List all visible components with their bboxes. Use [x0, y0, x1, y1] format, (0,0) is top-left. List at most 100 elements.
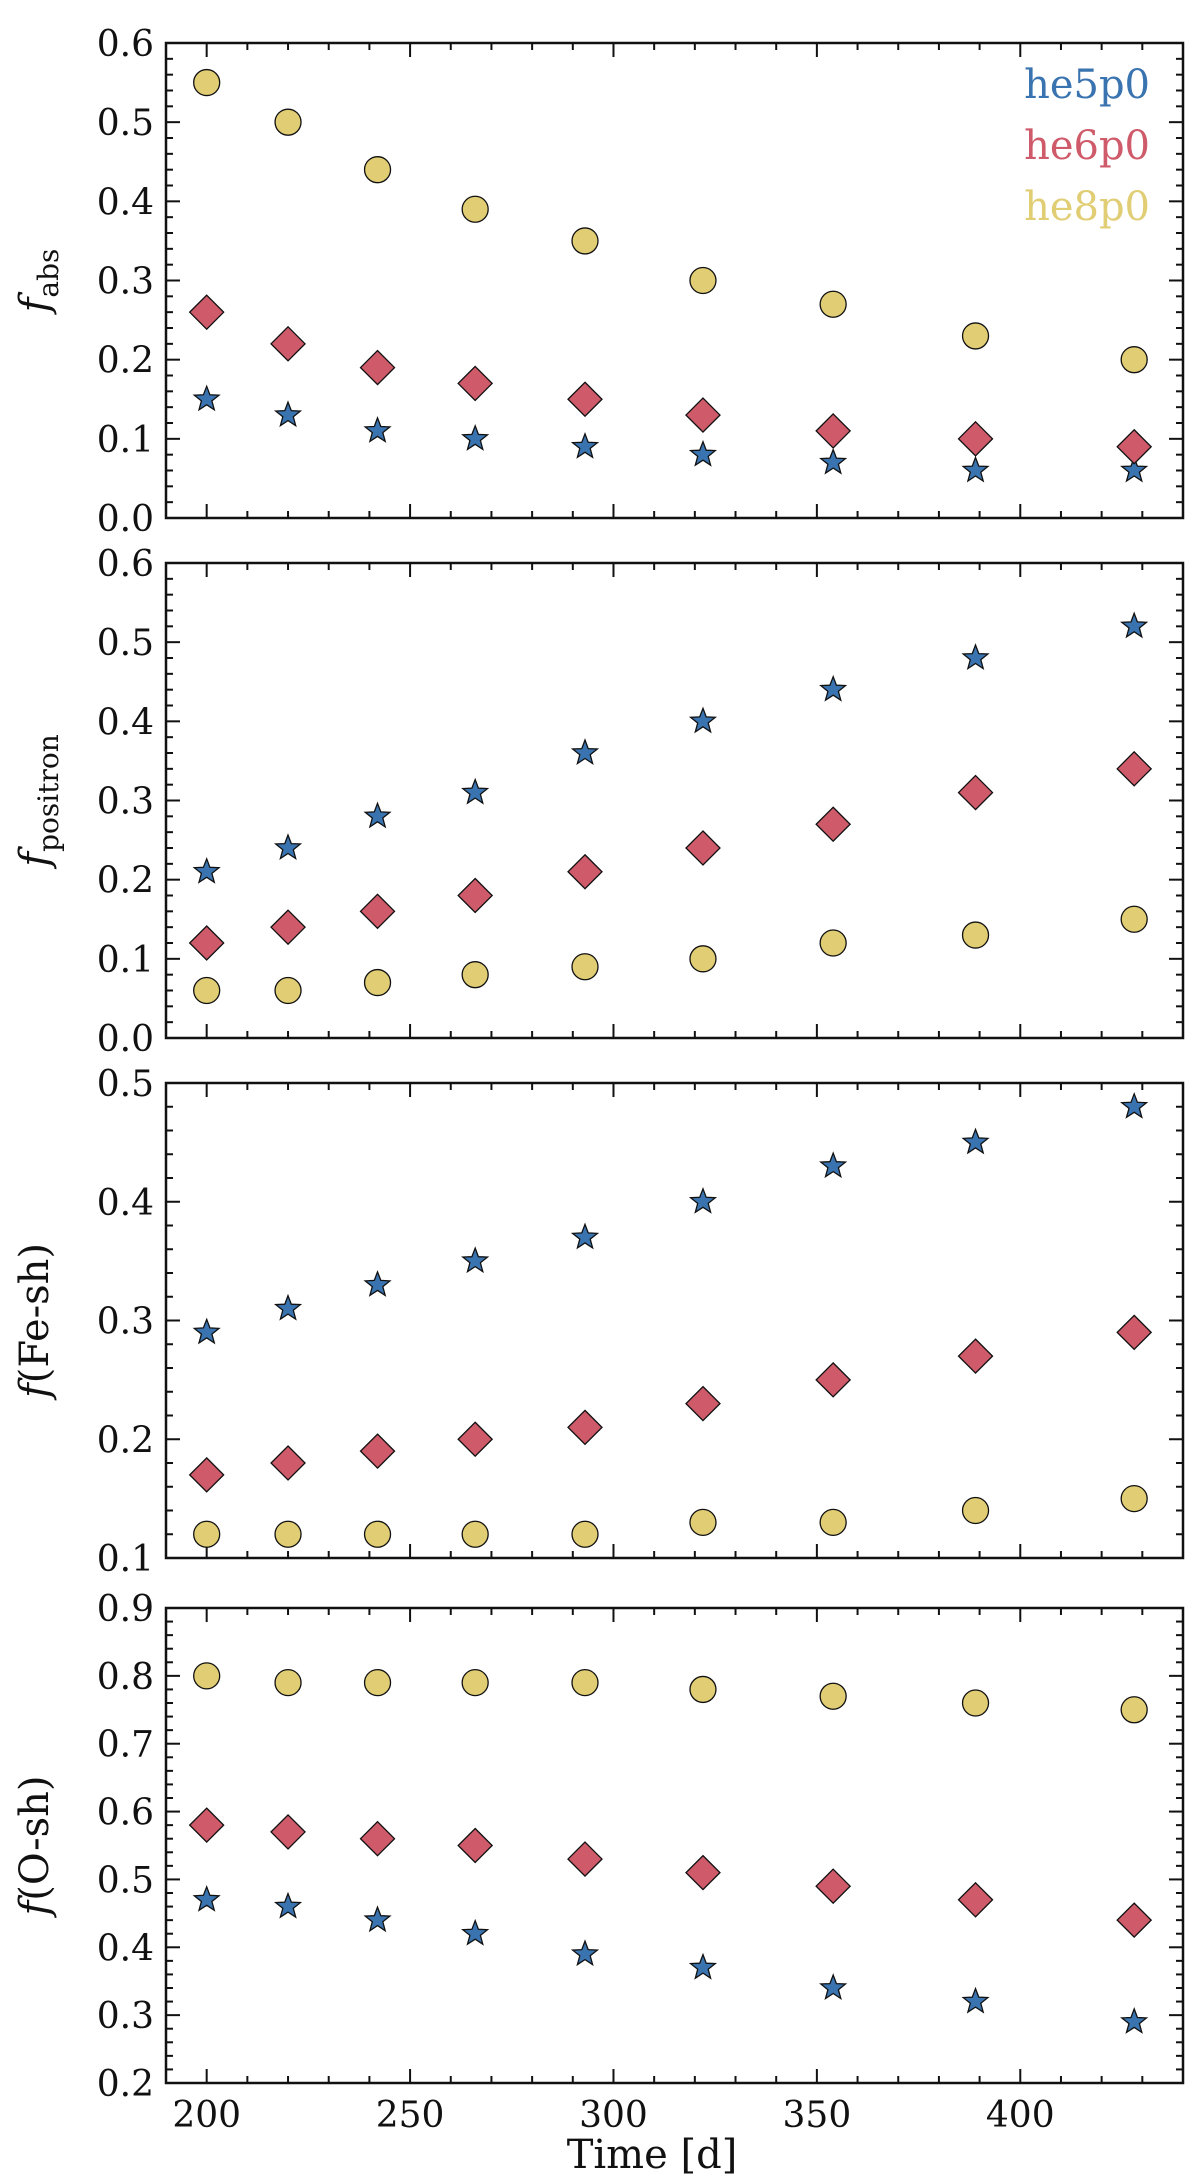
data-point-he8p0 — [193, 1520, 221, 1548]
data-point-he8p0 — [689, 1508, 717, 1537]
data-point-he5p0 — [961, 455, 990, 483]
x-tick-label: 400 — [986, 2095, 1055, 2136]
y-tick-label: 0.0 — [97, 1019, 154, 1060]
y-tick-label: 0.2 — [97, 1420, 154, 1461]
data-point-he8p0 — [193, 68, 221, 97]
data-point-he5p0 — [273, 833, 303, 860]
data-point-he5p0 — [688, 706, 718, 734]
plot-frame — [164, 41, 1185, 520]
legend-entry-he8p0: he8p0 — [1024, 184, 1150, 230]
y-tick-label: 0.2 — [97, 341, 154, 382]
y-tick-label: 0.2 — [97, 2064, 154, 2105]
data-point-he6p0 — [270, 325, 306, 362]
plot-frame — [164, 1606, 1185, 2085]
y-axis-label: fpositron — [12, 734, 65, 869]
data-point-he6p0 — [685, 830, 721, 866]
x-tick-label: 200 — [172, 2095, 241, 2136]
y-tick-label: 0.6 — [97, 1793, 154, 1834]
y-tick-label: 0.1 — [97, 420, 154, 461]
data-point-he8p0 — [1120, 1484, 1148, 1513]
data-point-he6p0 — [457, 1421, 494, 1458]
data-point-he6p0 — [457, 365, 494, 402]
data-point-he8p0 — [274, 976, 302, 1005]
series-he8p0 — [193, 1484, 1148, 1548]
data-point-he6p0 — [567, 381, 603, 418]
y-tick-label: 0.4 — [97, 1928, 154, 1969]
y-tick-label: 0.0 — [97, 499, 154, 540]
data-point-he5p0 — [363, 416, 392, 443]
y-axis-label-paren: (Fe-sh) — [12, 1243, 58, 1383]
y-tick-label: 0.5 — [97, 1064, 154, 1105]
y-tick-label: 0.6 — [97, 544, 154, 585]
data-point-he5p0 — [363, 801, 392, 829]
data-point-he8p0 — [193, 976, 221, 1005]
data-point-he8p0 — [819, 929, 847, 957]
data-point-he5p0 — [192, 1884, 221, 1912]
data-point-he8p0 — [571, 227, 599, 255]
panel-2: 0.0 0.1 0.2 0.3 0.4 0.5 0.6 fpositron — [12, 544, 1185, 1060]
data-point-he8p0 — [193, 1662, 221, 1690]
data-point-he6p0 — [685, 1385, 721, 1422]
series-he6p0 — [188, 1314, 1153, 1493]
data-point-he8p0 — [689, 1675, 717, 1704]
data-point-he6p0 — [567, 1409, 603, 1446]
data-point-he5p0 — [273, 400, 303, 428]
data-point-he8p0 — [819, 1682, 847, 1710]
y-tick-label: 0.1 — [97, 1539, 154, 1580]
y-tick-label: 0.1 — [97, 940, 154, 981]
data-point-he5p0 — [570, 738, 600, 765]
legend-entry-he6p0: he6p0 — [1024, 123, 1150, 169]
series-he8p0 — [193, 68, 1148, 374]
data-point-he5p0 — [819, 1973, 848, 2000]
data-point-he6p0 — [815, 1868, 852, 1905]
y-tick-label: 0.9 — [97, 1589, 154, 1630]
series-he8p0 — [193, 1662, 1148, 1724]
data-point-he5p0 — [819, 447, 848, 475]
data-point-he8p0 — [689, 266, 717, 295]
data-point-he8p0 — [274, 1668, 302, 1697]
data-point-he5p0 — [570, 431, 600, 459]
data-point-he6p0 — [1116, 428, 1153, 465]
data-point-he6p0 — [685, 1854, 721, 1891]
legend: he5p0 he6p0 he8p0 — [1024, 62, 1150, 230]
data-point-he8p0 — [571, 1520, 599, 1548]
data-point-he5p0 — [461, 1246, 490, 1274]
series-he5p0 — [192, 384, 1149, 483]
data-point-he6p0 — [457, 1827, 494, 1864]
x-tick-label: 250 — [376, 2095, 445, 2136]
data-point-he8p0 — [461, 1668, 489, 1697]
data-point-he8p0 — [819, 1508, 847, 1537]
data-point-he6p0 — [359, 1433, 396, 1470]
y-tick-label: 0.5 — [97, 103, 154, 144]
y-tick-label: 0.4 — [97, 702, 154, 743]
data-point-he8p0 — [1120, 905, 1148, 933]
data-point-he6p0 — [270, 1445, 306, 1481]
data-point-he5p0 — [273, 1891, 303, 1919]
data-point-he6p0 — [957, 774, 994, 811]
series-he6p0 — [188, 750, 1153, 961]
data-point-he8p0 — [461, 195, 489, 223]
data-point-he8p0 — [571, 953, 599, 981]
data-point-he8p0 — [961, 1689, 990, 1717]
y-tick-label: 0.4 — [97, 182, 154, 223]
y-tick-label: 0.3 — [97, 262, 154, 303]
y-tick-label: 0.3 — [97, 1302, 154, 1343]
y-tick-label: 0.8 — [97, 1657, 154, 1698]
data-point-he8p0 — [961, 1496, 990, 1525]
data-point-he5p0 — [363, 1905, 392, 1933]
x-tick-label: 350 — [783, 2095, 852, 2136]
data-point-he5p0 — [961, 1127, 990, 1155]
data-point-he5p0 — [461, 777, 490, 805]
panel-4: 200 250 300 350 400 0.2 0.3 0.4 0.5 0.6 0.7 0.8 0.9 f… — [12, 1589, 1185, 2136]
data-point-he6p0 — [1116, 1902, 1153, 1939]
plot-frame — [164, 1081, 1185, 1560]
data-point-he6p0 — [359, 1820, 396, 1857]
series-he8p0 — [193, 905, 1148, 1005]
y-axis-label: f(O-sh) — [12, 1775, 58, 1918]
data-point-he6p0 — [815, 806, 852, 843]
data-point-he6p0 — [685, 397, 721, 434]
data-point-he5p0 — [819, 674, 848, 702]
y-tick-label: 0.7 — [97, 1725, 154, 1766]
y-axis-label-subscript: abs — [32, 249, 65, 298]
